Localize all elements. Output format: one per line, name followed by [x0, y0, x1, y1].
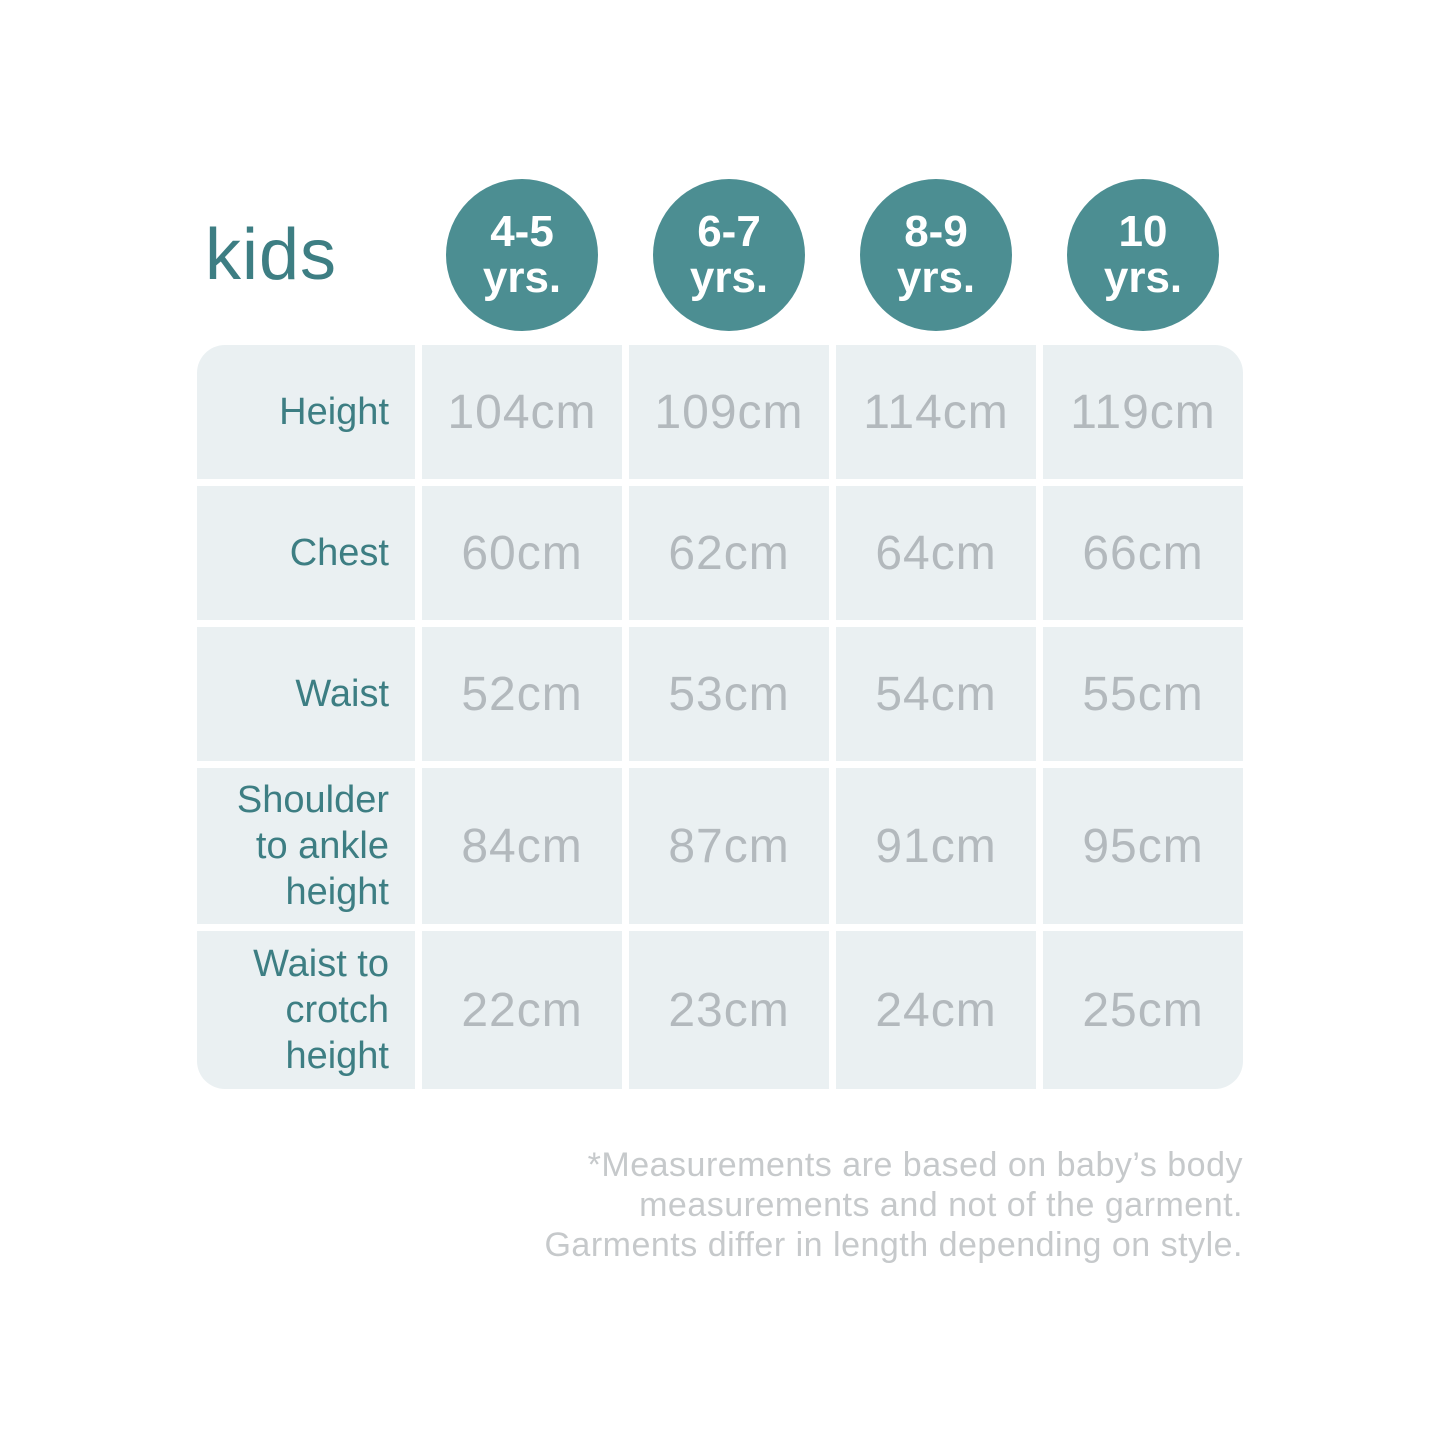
- row-label-shoulder-to-ankle: Shoulder to ankle height: [197, 768, 415, 924]
- cell-waist-to-crotch-6-7: 23cm: [629, 931, 829, 1089]
- age-badge-unit: yrs.: [689, 253, 769, 302]
- row-label-height: Height: [197, 345, 415, 479]
- age-badge-unit: yrs.: [896, 253, 976, 302]
- cell-chest-6-7: 62cm: [629, 486, 829, 620]
- footnote: *Measurements are based on baby’s body m…: [197, 1145, 1243, 1265]
- cell-chest-4-5: 60cm: [422, 486, 622, 620]
- age-badge-6-7: 6-7 yrs.: [653, 179, 805, 331]
- age-badge-10: 10 yrs.: [1067, 179, 1219, 331]
- cell-shoulder-to-ankle-10: 95cm: [1043, 768, 1243, 924]
- age-badge-unit: yrs.: [482, 253, 562, 302]
- cell-shoulder-to-ankle-6-7: 87cm: [629, 768, 829, 924]
- row-label-chest: Chest: [197, 486, 415, 620]
- cell-waist-to-crotch-10: 25cm: [1043, 931, 1243, 1089]
- cell-waist-10: 55cm: [1043, 627, 1243, 761]
- cell-waist-to-crotch-8-9: 24cm: [836, 931, 1036, 1089]
- row-label-waist: Waist: [197, 627, 415, 761]
- header-row: kids 4-5 yrs. 6-7 yrs. 8-9 yrs. 10 yrs.: [197, 179, 1243, 331]
- page-title: kids: [205, 215, 338, 295]
- footnote-line-3: Garments differ in length depending on s…: [544, 1226, 1243, 1264]
- age-badge-4-5: 4-5 yrs.: [446, 179, 598, 331]
- cell-shoulder-to-ankle-4-5: 84cm: [422, 768, 622, 924]
- age-badge-8-9: 8-9 yrs.: [860, 179, 1012, 331]
- age-badge-range: 8-9: [904, 207, 968, 256]
- row-label-waist-to-crotch: Waist to crotch height: [197, 931, 415, 1089]
- cell-height-4-5: 104cm: [422, 345, 622, 479]
- size-chart-content: kids 4-5 yrs. 6-7 yrs. 8-9 yrs. 10 yrs. …: [197, 179, 1243, 1265]
- age-badge-range: 10: [1118, 207, 1168, 256]
- cell-waist-to-crotch-4-5: 22cm: [422, 931, 622, 1089]
- cell-chest-8-9: 64cm: [836, 486, 1036, 620]
- age-badge-range: 6-7: [697, 207, 761, 256]
- cell-chest-10: 66cm: [1043, 486, 1243, 620]
- cell-waist-4-5: 52cm: [422, 627, 622, 761]
- footnote-line-1: *Measurements are based on baby’s body: [587, 1146, 1243, 1184]
- cell-waist-8-9: 54cm: [836, 627, 1036, 761]
- cell-waist-6-7: 53cm: [629, 627, 829, 761]
- footnote-line-2: measurements and not of the garment.: [639, 1186, 1243, 1224]
- age-badge-unit: yrs.: [1103, 253, 1183, 302]
- cell-height-10: 119cm: [1043, 345, 1243, 479]
- cell-height-6-7: 109cm: [629, 345, 829, 479]
- size-table: Height 104cm 109cm 114cm 119cm Chest 60c…: [197, 345, 1243, 1089]
- cell-shoulder-to-ankle-8-9: 91cm: [836, 768, 1036, 924]
- age-badge-range: 4-5: [490, 207, 554, 256]
- cell-height-8-9: 114cm: [836, 345, 1036, 479]
